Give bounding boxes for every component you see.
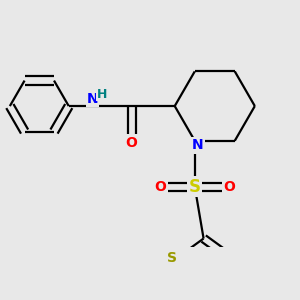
- Text: O: O: [155, 180, 167, 194]
- Text: O: O: [125, 136, 137, 150]
- Text: S: S: [167, 251, 176, 266]
- Text: N: N: [192, 139, 203, 152]
- Text: S: S: [189, 178, 201, 196]
- Text: H: H: [97, 88, 107, 101]
- Text: O: O: [223, 180, 235, 194]
- Text: N: N: [86, 92, 98, 106]
